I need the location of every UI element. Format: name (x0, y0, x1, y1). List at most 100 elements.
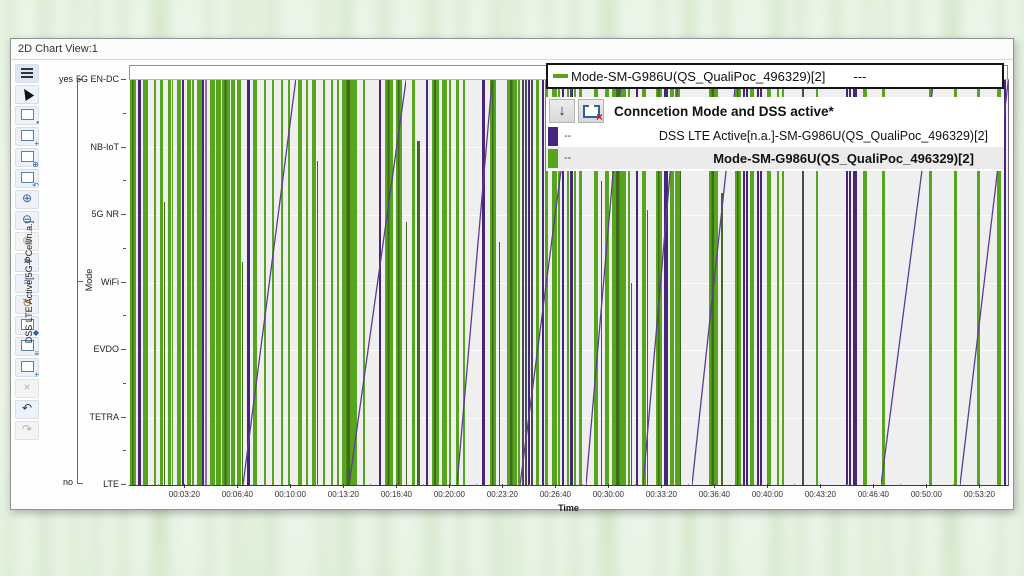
status-bar (362, 80, 365, 485)
no-label: no (62, 477, 73, 487)
mode-category-label: TETRA (89, 411, 119, 422)
x-minor-tick (687, 484, 689, 486)
status-bar (426, 80, 429, 485)
select-lock-icon[interactable]: • (15, 106, 39, 127)
layout-icon[interactable]: ◆ (15, 316, 39, 337)
down-arrow-icon: ↓ (558, 102, 566, 119)
mode-tick (121, 281, 126, 283)
mode-category-label: 5G NR (91, 209, 119, 219)
status-bar (246, 80, 250, 485)
status-bar (573, 80, 576, 485)
status-bar (209, 80, 215, 485)
pointer-icon[interactable] (15, 85, 39, 104)
legend-toggle-icon[interactable]: ≡ (15, 337, 39, 358)
add-chart-icon[interactable]: + (15, 358, 39, 379)
status-bar (977, 80, 981, 485)
x-tick (714, 484, 716, 488)
x-tick-label: 00:16:40 (380, 490, 412, 499)
x-minor-tick (210, 484, 212, 486)
legend-row[interactable]: -- Mode-SM-G986U(QS_QualiPoc_496329)[2] (546, 147, 1004, 169)
rect-glyph (20, 172, 34, 183)
status-bar (172, 80, 174, 485)
series-swatch (553, 74, 568, 78)
zoom-selection-icon[interactable]: ⊕ (15, 148, 39, 169)
x-tick-label: 00:43:20 (804, 490, 836, 499)
remove-chart-button[interactable]: × (578, 99, 604, 124)
rect-glyph (20, 151, 34, 162)
mode-axis-categories: 5G EN-DC NB-IoT 5G NR WiFi EVDO TETRA LTE (11, 74, 129, 489)
status-bar (646, 209, 648, 485)
x-minor-tick (740, 484, 742, 486)
x-tick-label: 00:53:20 (963, 490, 995, 499)
x-tick-label: 00:20:00 (433, 490, 465, 499)
x-tick (449, 484, 451, 488)
selected-series-suffix: --- (853, 68, 867, 84)
status-bar (272, 80, 275, 485)
x-tick-label: 00:30:00 (592, 490, 624, 499)
mode-tick (121, 79, 126, 80)
mode-transition-line (243, 80, 296, 485)
status-bar (153, 80, 156, 485)
x-minor-tick (952, 484, 954, 486)
status-bar (566, 80, 569, 485)
mode-category-label: 5G EN-DC (75, 74, 119, 84)
zoom-out-icon[interactable]: ⊖ (15, 211, 39, 230)
select-add-icon[interactable]: + (15, 127, 39, 148)
x-minor-tick (634, 484, 636, 486)
x-minor-tick (581, 484, 583, 486)
menu-icon[interactable] (15, 64, 39, 83)
mode-minor-tick (123, 247, 126, 249)
undo-icon[interactable]: ↶ (15, 400, 39, 419)
status-bar (848, 80, 851, 485)
legend-swatch (548, 148, 558, 168)
series-selector-box[interactable]: Mode-SM-G986U(QS_QualiPoc_496329)[2] --- (546, 63, 1004, 89)
x-tick-label: 00:06:40 (221, 490, 253, 499)
status-bar (164, 201, 166, 485)
x-tick (343, 484, 345, 488)
zoom-reset-icon: ⊕ (15, 232, 39, 251)
status-bar (846, 80, 849, 485)
refresh-icon[interactable]: ↻ (15, 295, 39, 314)
x-tick-label: 00:50:00 (910, 490, 942, 499)
status-bar (636, 80, 639, 485)
mode-transition-line (457, 80, 492, 485)
status-bar (230, 80, 235, 485)
status-bar (642, 80, 647, 485)
status-bar (405, 221, 407, 485)
status-bar (305, 80, 308, 485)
status-bar (680, 152, 682, 485)
status-bar (570, 80, 574, 485)
status-bar (628, 80, 631, 485)
status-bar (331, 80, 334, 485)
status-bar (928, 80, 932, 485)
x-tick-label: 00:03:20 (168, 490, 200, 499)
x-tick (873, 484, 875, 488)
legend-row[interactable]: -- DSS LTE Active[n.a.]-SM-G986U(QS_Quali… (546, 125, 1004, 147)
legend-swatch (548, 126, 558, 146)
x-minor-tick (899, 484, 901, 486)
rect-glyph (20, 130, 34, 141)
status-bar (216, 80, 222, 485)
mode-minor-tick (123, 112, 126, 114)
status-bar (720, 193, 723, 485)
x-minor-tick (316, 484, 318, 486)
move-signal-down-button[interactable]: ↓ (549, 99, 575, 123)
legend-title: Conncetion Mode and DSS active* (614, 103, 834, 119)
status-bar (743, 80, 746, 485)
status-bar (384, 80, 393, 485)
legend-header: ↓ × Conncetion Mode and DSS active* (546, 97, 1004, 125)
x-tick-label: 00:23:20 (486, 490, 518, 499)
zoom-in-icon[interactable]: ⊕ (15, 190, 39, 209)
mode-category-label: NB-IoT (90, 141, 119, 152)
redo-icon: ↷ (15, 421, 39, 440)
x-tick-label: 00:13:20 (327, 490, 359, 499)
status-bar (341, 80, 357, 485)
revert-selection-icon[interactable]: ↶ (15, 169, 39, 190)
selected-series-label: Mode-SM-G986U(QS_QualiPoc_496329)[2] (571, 68, 826, 84)
status-bar (782, 80, 785, 485)
status-bar (196, 80, 202, 485)
autoscale-x-icon[interactable]: ≈ (15, 274, 39, 293)
status-bar (455, 80, 459, 485)
status-bar (734, 80, 741, 485)
autoscale-y-icon[interactable]: ≈ (15, 253, 39, 272)
